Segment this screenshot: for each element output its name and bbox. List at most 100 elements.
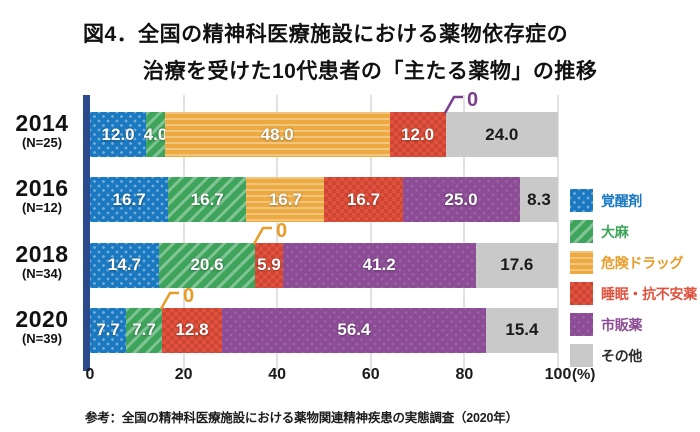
legend-label: その他 [601,347,643,364]
axis-tick-label: 80 [455,366,474,383]
stacked-bar-2020: 7.7 7.7 12.8 56.4 15.4 [90,307,558,353]
axis-tick-label: 100 [544,366,572,383]
bar-value-label: 15.4 [505,320,539,340]
grid-line [276,95,279,371]
legend-item: 市販薬 [570,313,697,336]
sample-size-label: (N=12) [21,200,63,216]
bar-value-label: 20.6 [190,255,224,275]
bar-segment: 12.8 [162,307,222,353]
zero-callout-graphic: 0 [253,220,287,245]
bar-value-label: 12.8 [175,320,209,340]
zero-callout-graphic: 0 [443,89,478,114]
axis-tick-label: 0 [85,366,95,383]
chart-title-line1: 図4．全国の精神科医療施設における薬物依存症の [83,23,569,46]
source-note: 参考：全国の精神科医療施設における薬物関連精神疾患の実態調査（2020年） [85,411,518,425]
row-label-2018: 2018 (N=34) [2,242,82,281]
y-axis-line [83,95,90,371]
bar-value-label: 7.7 [96,320,120,340]
grid-line [463,95,466,371]
bar-value-label: 48.0 [260,124,294,144]
bar-segment: 12.0 [389,112,446,157]
bar-value-label: 16.7 [346,189,381,209]
legend-swatch [570,251,593,274]
year-label: 2016 [15,175,69,202]
year-label: 2014 [15,110,69,136]
bar-value-label: 16.7 [268,189,302,209]
bar-segment: 20.6 [158,242,256,288]
bar-value-label: 8.3 [527,189,551,209]
bar-value-label: 7.7 [132,320,156,340]
bar-value-label: 25.0 [444,189,478,209]
bar-value-label: 5.9 [257,255,281,275]
legend-swatch [570,313,593,336]
grid-line [369,95,372,371]
bar-value-label: 41.2 [362,255,396,275]
bar-segment: 25.0 [402,177,520,223]
stacked-bar-2016: 16.7 16.7 16.7 16.7 25.0 8.3 [90,177,559,223]
row-label-2020: 2020 (N=39) [2,307,82,346]
bar-segment: 7.7 [126,307,163,353]
stacked-bar-2014: 12.0 4.0 48.0 12.0 24.0 [90,112,558,157]
bar-value-label: 12.0 [101,124,135,144]
bar-segment: 7.7 [90,307,127,353]
svg-text:0: 0 [467,89,478,111]
legend: 覚醒剤大麻危険ドラッグ 睡眠・抗不安薬 市販薬その他 [570,189,697,375]
year-label: 2018 [15,240,69,267]
legend-item: 危険ドラッグ [570,251,697,274]
sample-size-label: (N=34) [21,265,63,281]
year-label: 2020 [15,305,69,332]
legend-item: 睡眠・抗不安薬 [570,282,697,305]
bar-segment: 16.7 [168,177,247,223]
axis-tick-label: 40 [268,366,287,383]
legend-item: 大麻 [570,220,697,243]
bar-segment: 56.4 [221,307,486,353]
legend-swatch [570,282,593,305]
bar-value-label: 16.7 [190,189,224,209]
sample-size-label: (N=25) [21,135,63,150]
bar-segment: 16.7 [90,177,169,223]
bar-value-label: 17.6 [500,255,534,275]
row-label-2016: 2016 (N=12) [2,176,82,215]
grid-line [182,95,185,371]
bar-value-label: 56.4 [337,320,371,340]
svg-text:0: 0 [183,285,194,307]
bar-value-label: 12.0 [401,124,435,144]
legend-item: 覚醒剤 [570,189,697,212]
bar-segment: 16.7 [246,177,325,223]
bar-segment: 4.0 [143,112,168,157]
bar-value-label: 24.0 [485,124,519,144]
bar-segment: 15.4 [485,307,558,353]
svg-text:0: 0 [276,220,287,242]
bar-segment: 5.9 [255,242,283,288]
legend-label: 大麻 [601,223,629,240]
bar-segment: 24.0 [445,112,558,157]
bar-value-label: 4.0 [143,124,168,144]
zero-callout: 0 [251,218,295,250]
legend-label: 覚醒剤 [601,192,643,209]
zero-callout: 0 [158,283,202,315]
bar-value-label: 14.7 [107,255,141,275]
legend-label: 危険ドラッグ [601,254,684,271]
legend-label: 市販薬 [601,316,643,333]
bar-segment: 14.7 [90,242,159,288]
chart-title-line2: 治療を受けた10代患者の「主たる薬物」の推移 [143,60,598,83]
percent-unit-label: (%) [572,366,596,383]
sample-size-label: (N=39) [21,330,63,346]
bar-value-label: 16.7 [112,189,146,209]
axis-tick-label: 60 [361,366,380,383]
bar-segment: 16.7 [324,177,403,223]
stacked-bar-2018: 14.7 20.6 5.9 41.2 17.6 [90,242,558,288]
chart-title: 図4．全国の精神科医療施設における薬物依存症の 治療を受けた10代患者の「主たる… [83,16,597,90]
bar-segment: 41.2 [282,242,476,288]
legend-swatch [570,189,593,212]
legend-swatch [570,220,593,243]
bar-segment: 12.0 [90,112,147,157]
legend-label: 睡眠・抗不安薬 [601,285,697,302]
zero-callout-graphic: 0 [159,285,194,310]
legend-swatch [570,344,593,367]
row-label-2014: 2014 (N=25) [2,111,82,150]
grid-line [557,95,559,371]
bar-segment: 8.3 [519,177,559,223]
